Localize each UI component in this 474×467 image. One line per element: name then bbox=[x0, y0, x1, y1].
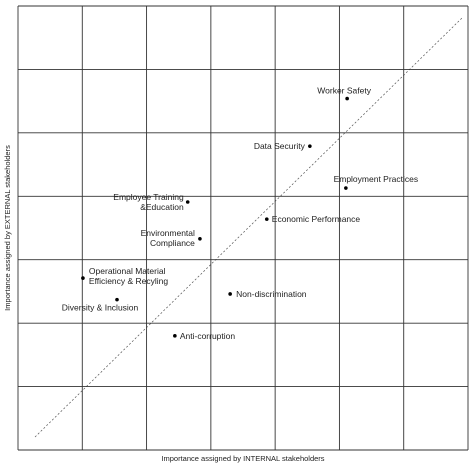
data-point bbox=[344, 186, 348, 190]
x-axis-label: Importance assigned by INTERNAL stakehol… bbox=[161, 454, 324, 463]
point-label: Employment Practices bbox=[334, 174, 419, 184]
diagonal-reference bbox=[34, 17, 463, 438]
data-point bbox=[81, 276, 85, 280]
data-point bbox=[308, 144, 312, 148]
data-point bbox=[115, 297, 119, 302]
point-label-line: Worker Safety bbox=[317, 86, 371, 96]
point-label-line: Economic Performance bbox=[272, 214, 361, 224]
point-label-line: Operational Material bbox=[89, 266, 166, 276]
point-label-line: Non-discrimination bbox=[236, 289, 307, 299]
data-point bbox=[185, 200, 190, 204]
point-label-line: Employment Practices bbox=[334, 174, 419, 184]
point-label-line: Efficiency & Recyling bbox=[89, 276, 168, 286]
point-label-line: Data Security bbox=[254, 141, 306, 151]
point-label: Operational Material Efficiency & Recylin… bbox=[89, 266, 168, 286]
point-label: Anti-corruption bbox=[180, 331, 236, 341]
point-label: Employee Training &Education bbox=[113, 192, 184, 212]
data-point bbox=[173, 334, 177, 338]
data-point bbox=[345, 96, 349, 101]
point-label-line: Environmental bbox=[141, 228, 195, 238]
point-label: Environmental Compliance bbox=[141, 228, 196, 248]
data-point bbox=[264, 217, 269, 221]
point-label-line: Employee Training bbox=[113, 192, 184, 202]
data-point bbox=[198, 236, 202, 241]
point-label: Data Security bbox=[254, 141, 306, 151]
point-label-line: Anti-corruption bbox=[180, 331, 236, 341]
point-label: Diversity & Inclusion bbox=[62, 303, 139, 313]
y-axis-label: Importance assigned by EXTERNAL stakehol… bbox=[3, 145, 12, 311]
point-label-line: &Education bbox=[140, 202, 184, 212]
point-label: Economic Performance bbox=[272, 214, 361, 224]
point-label: Worker Safety bbox=[317, 86, 371, 96]
point-label-line: Compliance bbox=[150, 238, 195, 248]
data-point bbox=[228, 292, 232, 296]
point-label-line: Diversity & Inclusion bbox=[62, 303, 139, 313]
point-label: Non-discrimination bbox=[236, 289, 307, 299]
